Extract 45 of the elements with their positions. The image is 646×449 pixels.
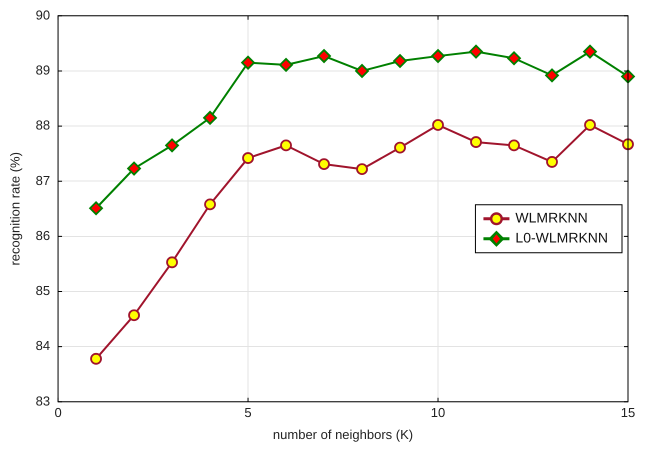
y-tick-label: 87 [36,172,50,188]
point [355,64,369,78]
point [584,119,596,131]
point [241,56,255,70]
legend-label: L0-WLMRKNN [515,230,608,246]
point [280,139,292,152]
point [89,201,103,216]
point [204,198,216,210]
point [393,54,407,68]
point [508,139,520,152]
point [279,58,293,72]
point [127,162,141,176]
point [317,49,331,63]
legend-label: WLMRKNN [515,210,588,226]
y-tick-label: 90 [36,7,50,22]
point [470,136,482,148]
x-tick-label: 15 [620,405,636,420]
point [165,138,179,152]
point [394,142,406,154]
point [318,158,330,170]
y-tick-label: 84 [36,338,50,354]
y-tick-label: 88 [36,118,50,133]
x-tick-label: 0 [54,405,62,420]
x-tick-label: 5 [244,405,252,420]
point [356,163,368,175]
y-tick-label: 85 [36,283,50,298]
point [128,309,140,322]
x-axis-title: number of neighbors (K) [272,426,414,442]
x-tick-label: 10 [430,405,446,420]
y-tick-label: 86 [36,228,50,243]
point [469,44,483,59]
point [90,352,102,365]
y-axis-title: recognition rate (%) [7,152,22,266]
point [507,51,521,66]
point [203,110,217,125]
point [431,49,445,63]
y-tick-label: 89 [36,62,50,78]
point [622,138,634,150]
point [166,256,178,268]
y-tick-label: 83 [36,393,50,408]
point [546,156,558,168]
point [242,152,254,164]
point [545,68,559,82]
point [583,44,597,59]
point [432,119,444,131]
